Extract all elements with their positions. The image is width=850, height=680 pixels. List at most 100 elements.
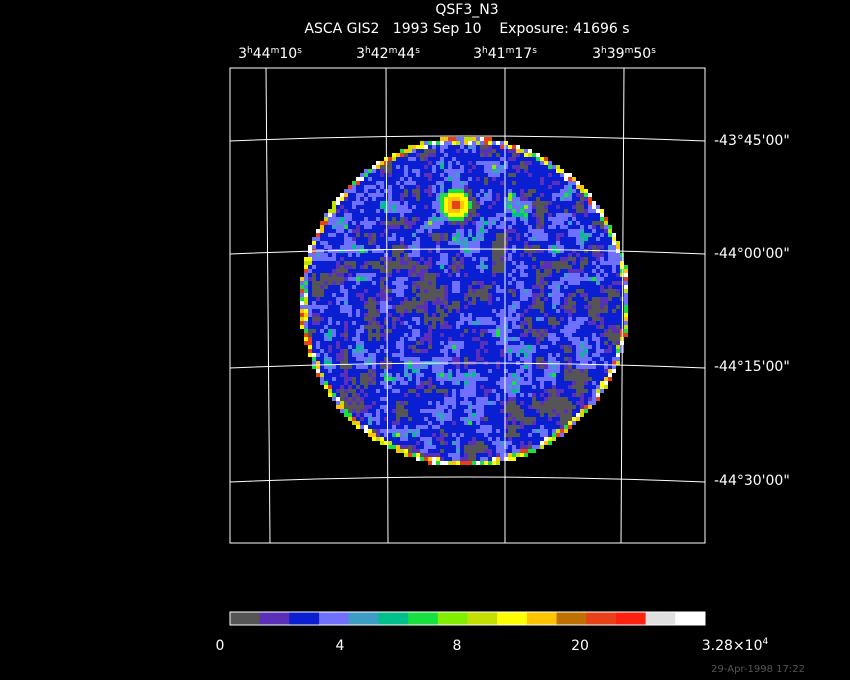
pixel [520,245,524,249]
pixel [428,241,432,245]
pixel [352,321,356,325]
pixel [424,217,428,221]
pixel [448,173,452,177]
pixel [592,389,596,393]
pixel [508,245,512,249]
pixel [580,329,584,333]
pixel [448,213,452,217]
pixel [452,217,456,221]
pixel [412,217,416,221]
pixel [496,165,500,169]
pixel [464,157,468,161]
pixel [388,277,392,281]
pixel [556,277,560,281]
pixel [588,197,592,201]
pixel [396,381,400,385]
pixel [556,181,560,185]
pixel [448,357,452,361]
pixel [556,349,560,353]
pixel [464,397,468,401]
pixel [564,413,568,417]
pixel [504,237,508,241]
pixel [432,301,436,305]
pixel [408,241,412,245]
pixel [592,357,596,361]
pixel [396,253,400,257]
pixel [424,249,428,253]
pixel [476,281,480,285]
pixel [308,277,312,281]
pixel [592,381,596,385]
pixel [304,333,308,337]
pixel [412,333,416,337]
pixel [388,289,392,293]
pixel [456,381,460,385]
pixel [388,205,392,209]
pixel [548,253,552,257]
pixel [416,349,420,353]
pixel [400,357,404,361]
pixel [392,305,396,309]
pixel [524,397,528,401]
pixel [404,237,408,241]
pixel [352,381,356,385]
pixel [456,241,460,245]
pixel [600,301,604,305]
pixel [436,229,440,233]
pixel [352,229,356,233]
pixel [384,221,388,225]
pixel [520,265,524,269]
pixel [344,385,348,389]
pixel [588,193,592,197]
pixel [532,285,536,289]
pixel [536,385,540,389]
pixel [524,265,528,269]
pixel [360,265,364,269]
pixel [428,221,432,225]
pixel [556,377,560,381]
pixel [340,349,344,353]
pixel [516,181,520,185]
pixel [480,325,484,329]
pixel [476,161,480,165]
pixel [480,397,484,401]
pixel [540,385,544,389]
pixel [600,289,604,293]
pixel [404,169,408,173]
pixel [568,249,572,253]
pixel [336,285,340,289]
pixel [540,357,544,361]
pixel [468,253,472,257]
pixel [520,409,524,413]
pixel [488,165,492,169]
pixel [560,365,564,369]
pixel [424,253,428,257]
pixel [360,233,364,237]
pixel [480,365,484,369]
pixel [424,381,428,385]
pixel [500,305,504,309]
pixel [320,277,324,281]
pixel [304,309,308,313]
pixel [460,369,464,373]
pixel [436,145,440,149]
pixel [520,385,524,389]
pixel [588,333,592,337]
pixel [528,249,532,253]
pixel [524,253,528,257]
pixel [388,181,392,185]
pixel [364,409,368,413]
pixel [608,365,612,369]
pixel [420,265,424,269]
pixel [604,229,608,233]
pixel [420,373,424,377]
pixel [496,405,500,409]
pixel [408,373,412,377]
pixel [512,201,516,205]
pixel [364,401,368,405]
pixel [452,345,456,349]
pixel [420,181,424,185]
pixel [584,353,588,357]
pixel [588,233,592,237]
pixel [520,369,524,373]
